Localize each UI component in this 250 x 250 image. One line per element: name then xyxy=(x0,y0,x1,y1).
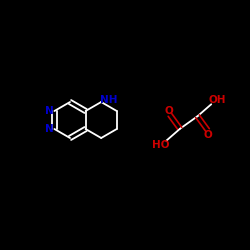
Text: O: O xyxy=(204,130,213,140)
Text: N: N xyxy=(44,124,53,134)
Text: N: N xyxy=(44,106,53,116)
Text: O: O xyxy=(165,106,173,116)
Text: NH: NH xyxy=(100,95,118,105)
Text: OH: OH xyxy=(208,95,226,105)
Text: HO: HO xyxy=(152,140,170,150)
